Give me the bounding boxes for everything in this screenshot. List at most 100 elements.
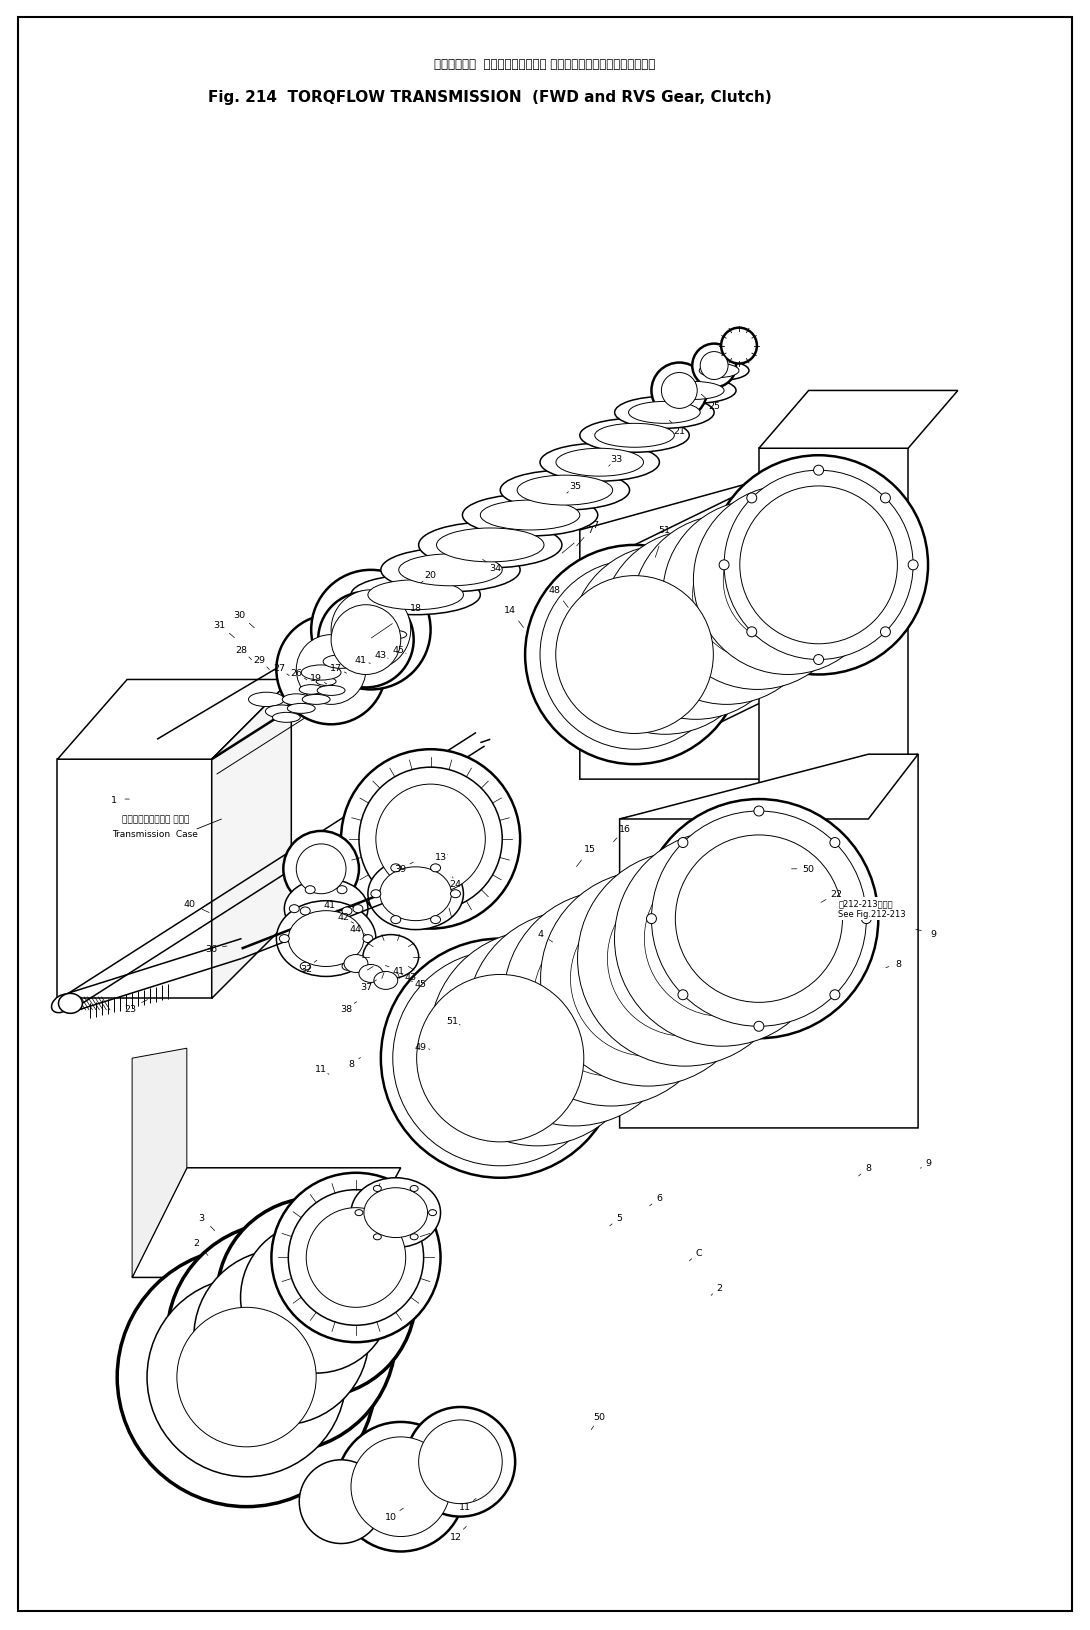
Ellipse shape bbox=[353, 905, 363, 913]
Ellipse shape bbox=[279, 936, 289, 944]
Ellipse shape bbox=[556, 448, 643, 478]
Ellipse shape bbox=[289, 1190, 424, 1325]
Ellipse shape bbox=[570, 590, 699, 720]
Text: 14: 14 bbox=[505, 606, 517, 615]
Text: 49: 49 bbox=[414, 1042, 426, 1051]
Ellipse shape bbox=[59, 994, 83, 1014]
Text: 40: 40 bbox=[184, 900, 196, 908]
Ellipse shape bbox=[504, 892, 718, 1107]
Ellipse shape bbox=[533, 921, 689, 1076]
Ellipse shape bbox=[813, 466, 824, 476]
Ellipse shape bbox=[410, 1185, 419, 1192]
Ellipse shape bbox=[296, 636, 366, 704]
Text: 30: 30 bbox=[233, 611, 245, 619]
Ellipse shape bbox=[556, 577, 713, 734]
Text: 24: 24 bbox=[449, 880, 461, 888]
Ellipse shape bbox=[355, 1209, 363, 1216]
Text: 32: 32 bbox=[300, 965, 313, 973]
Ellipse shape bbox=[437, 528, 544, 562]
Ellipse shape bbox=[431, 916, 440, 924]
Ellipse shape bbox=[646, 914, 656, 924]
Ellipse shape bbox=[692, 344, 736, 388]
Ellipse shape bbox=[371, 890, 380, 898]
Ellipse shape bbox=[662, 373, 698, 409]
Text: 11: 11 bbox=[459, 1503, 471, 1511]
Text: 36: 36 bbox=[206, 944, 218, 954]
Ellipse shape bbox=[241, 1222, 391, 1372]
Ellipse shape bbox=[460, 962, 615, 1117]
Text: 8: 8 bbox=[348, 1060, 354, 1068]
Ellipse shape bbox=[317, 686, 346, 696]
Polygon shape bbox=[132, 1169, 401, 1278]
Ellipse shape bbox=[517, 476, 613, 505]
Ellipse shape bbox=[747, 494, 756, 504]
Text: 5: 5 bbox=[617, 1213, 622, 1222]
Ellipse shape bbox=[719, 561, 729, 570]
Ellipse shape bbox=[497, 941, 652, 1097]
Ellipse shape bbox=[632, 515, 821, 704]
Text: 11: 11 bbox=[315, 1064, 327, 1073]
Ellipse shape bbox=[374, 971, 398, 989]
Ellipse shape bbox=[829, 989, 840, 1001]
Ellipse shape bbox=[363, 936, 373, 944]
Ellipse shape bbox=[601, 575, 730, 704]
Text: 43: 43 bbox=[375, 650, 387, 660]
Text: 7: 7 bbox=[592, 522, 597, 530]
Ellipse shape bbox=[300, 685, 323, 694]
Ellipse shape bbox=[540, 561, 729, 750]
Ellipse shape bbox=[359, 965, 383, 983]
Text: 44: 44 bbox=[350, 924, 362, 934]
Ellipse shape bbox=[607, 882, 763, 1037]
Ellipse shape bbox=[177, 1307, 316, 1447]
Ellipse shape bbox=[266, 706, 298, 719]
Ellipse shape bbox=[881, 628, 891, 637]
Ellipse shape bbox=[282, 694, 311, 706]
Ellipse shape bbox=[284, 879, 368, 939]
Text: 7: 7 bbox=[586, 526, 593, 535]
Ellipse shape bbox=[331, 590, 411, 670]
Ellipse shape bbox=[652, 363, 707, 419]
Ellipse shape bbox=[277, 901, 376, 976]
Ellipse shape bbox=[342, 963, 352, 970]
Ellipse shape bbox=[615, 398, 714, 429]
Ellipse shape bbox=[813, 655, 824, 665]
Ellipse shape bbox=[653, 378, 736, 404]
Ellipse shape bbox=[410, 1234, 419, 1240]
Ellipse shape bbox=[379, 867, 451, 921]
Ellipse shape bbox=[467, 911, 681, 1126]
Ellipse shape bbox=[283, 831, 359, 908]
Text: 10: 10 bbox=[385, 1513, 397, 1521]
Ellipse shape bbox=[640, 800, 879, 1038]
Ellipse shape bbox=[249, 693, 284, 707]
Ellipse shape bbox=[881, 494, 891, 504]
Ellipse shape bbox=[419, 523, 562, 569]
Text: C: C bbox=[695, 1249, 703, 1257]
Text: 51: 51 bbox=[447, 1015, 459, 1025]
Ellipse shape bbox=[391, 916, 401, 924]
Ellipse shape bbox=[629, 403, 700, 424]
Ellipse shape bbox=[724, 515, 852, 645]
Text: 18: 18 bbox=[410, 603, 422, 613]
Ellipse shape bbox=[525, 546, 744, 764]
Ellipse shape bbox=[300, 1460, 383, 1544]
Ellipse shape bbox=[366, 639, 391, 649]
Ellipse shape bbox=[678, 989, 688, 1001]
Text: 41: 41 bbox=[355, 655, 367, 665]
Ellipse shape bbox=[481, 500, 580, 531]
Text: 22: 22 bbox=[831, 890, 843, 898]
Text: 34: 34 bbox=[489, 564, 501, 574]
Text: 31: 31 bbox=[214, 621, 226, 629]
Ellipse shape bbox=[341, 750, 520, 929]
Polygon shape bbox=[580, 452, 869, 779]
Ellipse shape bbox=[289, 905, 300, 913]
Text: 21: 21 bbox=[674, 427, 686, 435]
Ellipse shape bbox=[194, 1250, 368, 1425]
Ellipse shape bbox=[351, 1178, 440, 1247]
Polygon shape bbox=[619, 755, 918, 820]
Text: Transmission  Case: Transmission Case bbox=[112, 830, 198, 839]
Ellipse shape bbox=[652, 812, 867, 1027]
Text: トルクフロー  トランスミッション （前進、後進ギヤー、クラッチ）: トルクフロー トランスミッション （前進、後進ギヤー、クラッチ） bbox=[435, 59, 655, 72]
Ellipse shape bbox=[747, 628, 756, 637]
Ellipse shape bbox=[681, 841, 836, 998]
Ellipse shape bbox=[689, 362, 749, 381]
